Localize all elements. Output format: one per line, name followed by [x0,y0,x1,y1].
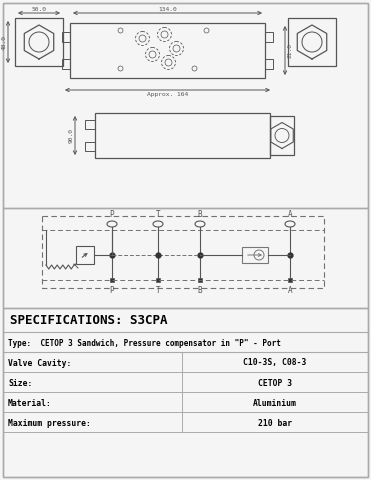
Text: CETOP 3: CETOP 3 [258,379,292,387]
Text: Maximum pressure:: Maximum pressure: [8,419,91,428]
Text: Approx. 164: Approx. 164 [147,92,188,97]
Bar [3,308,368,477]
Text: 134.0: 134.0 [158,7,177,12]
Text: C10-3S, C08-3: C10-3S, C08-3 [243,359,307,368]
Bar [110,278,114,282]
Bar [156,278,160,282]
Text: P: P [110,286,114,295]
Text: Size:: Size: [8,379,32,387]
Text: P: P [110,210,114,219]
Text: Type:  CETOP 3 Sandwich, Pressure compensator in "P" - Port: Type: CETOP 3 Sandwich, Pressure compens… [8,338,281,348]
Bar [62,59,70,69]
Text: Aluminium: Aluminium [253,398,297,408]
Bar [42,216,324,288]
Text: B: B [198,210,202,219]
Text: A: A [288,210,292,219]
Text: 90.0: 90.0 [69,128,74,143]
Bar [95,113,270,158]
Bar [265,59,273,69]
Text: 21.0: 21.0 [287,43,292,58]
Bar [62,32,70,42]
Text: 210 bar: 210 bar [258,419,292,428]
Bar [85,142,95,151]
Bar [3,208,368,308]
Text: T: T [156,286,160,295]
Bar [265,32,273,42]
Text: T: T [156,210,160,219]
Text: 50.0: 50.0 [32,7,46,12]
Text: 48.0: 48.0 [2,35,7,49]
Text: Valve Cavity:: Valve Cavity: [8,359,71,368]
Text: Material:: Material: [8,398,52,408]
Bar [76,246,94,264]
Text: SPECIFICATIONS: S3CPA: SPECIFICATIONS: S3CPA [10,314,167,327]
Bar [85,120,95,129]
Bar [288,18,336,66]
Bar [3,3,368,208]
Text: A: A [288,286,292,295]
Bar [288,278,292,282]
Bar [270,116,294,155]
Bar [70,23,265,78]
Bar [15,18,63,66]
Bar [242,247,268,263]
Bar [198,278,202,282]
Text: B: B [198,286,202,295]
